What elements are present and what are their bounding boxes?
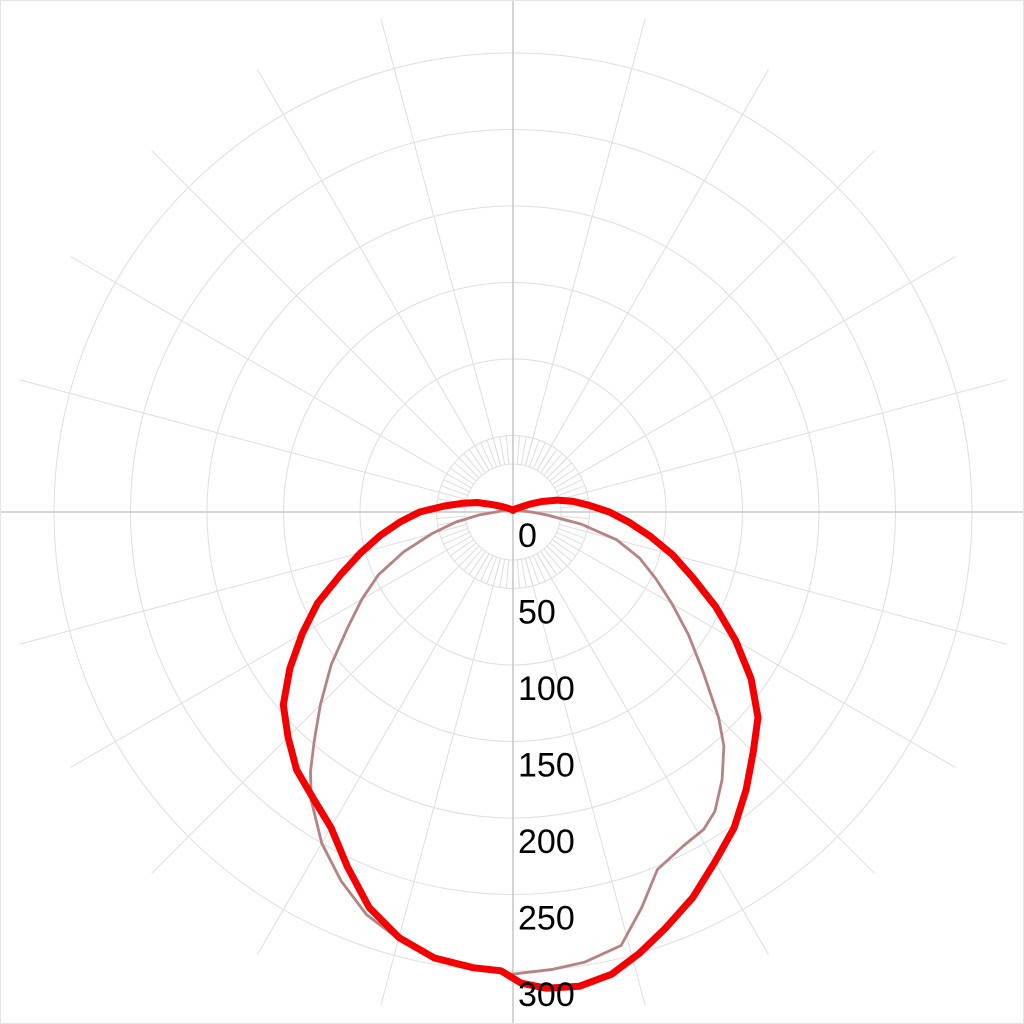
angle-fine-tick [468, 449, 486, 473]
angle-spoke [151, 545, 480, 874]
angle-spoke [19, 379, 467, 501]
intensity-curve-primary [279, 496, 762, 992]
angle-spoke [151, 150, 480, 479]
angle-spoke [257, 69, 490, 471]
angle-fine-tick [543, 548, 563, 571]
angle-fine-tick [440, 527, 469, 539]
angle-spoke [380, 18, 502, 466]
angle-spoke [554, 535, 956, 768]
radial-tick-label: 100 [518, 670, 575, 708]
angle-fine-tick [516, 559, 521, 589]
angle-fine-tick [516, 435, 521, 465]
angle-fine-tick [556, 531, 583, 545]
angle-spoke [257, 553, 490, 955]
angle-fine-tick [505, 559, 510, 589]
angle-fine-tick [463, 453, 483, 476]
angle-fine-tick [549, 542, 572, 562]
radial-tick-label: 300 [518, 976, 575, 1014]
angle-spoke [559, 523, 1007, 645]
angle-spoke [559, 379, 1007, 501]
angle-spoke [524, 18, 646, 466]
angle-fine-tick [557, 485, 586, 497]
angle-fine-tick [450, 467, 474, 485]
angle-fine-tick [552, 539, 576, 557]
angle-fine-tick [520, 559, 527, 588]
angle-spoke [19, 523, 467, 645]
radial-tick-label: 50 [518, 594, 556, 632]
angle-fine-tick [560, 515, 590, 520]
angle-spoke [70, 256, 472, 489]
angle-fine-tick [528, 439, 540, 468]
angle-fine-tick [440, 485, 469, 497]
angle-fine-tick [552, 467, 576, 485]
radial-tick-label: 150 [518, 747, 575, 785]
angle-fine-tick [543, 453, 563, 476]
angle-spoke [546, 150, 875, 479]
angle-fine-tick [450, 539, 474, 557]
angle-fine-tick [540, 449, 558, 473]
angle-fine-tick [463, 548, 483, 571]
angle-fine-tick [557, 527, 586, 539]
angle-fine-tick [436, 515, 466, 520]
angle-spoke [536, 553, 769, 955]
angle-fine-tick [556, 479, 583, 493]
angle-spoke [546, 545, 875, 874]
angle-fine-tick [486, 439, 498, 468]
angle-fine-tick [528, 556, 540, 585]
angle-fine-tick [468, 551, 486, 575]
angle-fine-tick [505, 435, 510, 465]
angle-fine-tick [443, 531, 470, 545]
angle-fine-tick [486, 556, 498, 585]
radial-tick-label: 250 [518, 900, 575, 938]
angle-spoke [554, 256, 956, 489]
angle-fine-tick [499, 559, 506, 588]
angle-fine-tick [480, 555, 494, 582]
angle-fine-tick [454, 462, 477, 482]
intensity-curve-secondary [309, 507, 726, 976]
angle-fine-tick [532, 442, 546, 469]
angle-fine-tick [540, 551, 558, 575]
angle-fine-tick [499, 436, 506, 465]
angle-fine-tick [520, 436, 527, 465]
angle-fine-tick [443, 479, 470, 493]
angle-fine-tick [532, 555, 546, 582]
radial-tick-label: 0 [518, 517, 537, 555]
angle-spoke [70, 535, 472, 768]
angle-fine-tick [454, 542, 477, 562]
radial-tick-label: 200 [518, 823, 575, 861]
angle-spoke [536, 69, 769, 471]
angle-fine-tick [549, 462, 572, 482]
angle-spoke [380, 558, 502, 1006]
angle-spoke [524, 558, 646, 1006]
angle-fine-tick [480, 442, 494, 469]
